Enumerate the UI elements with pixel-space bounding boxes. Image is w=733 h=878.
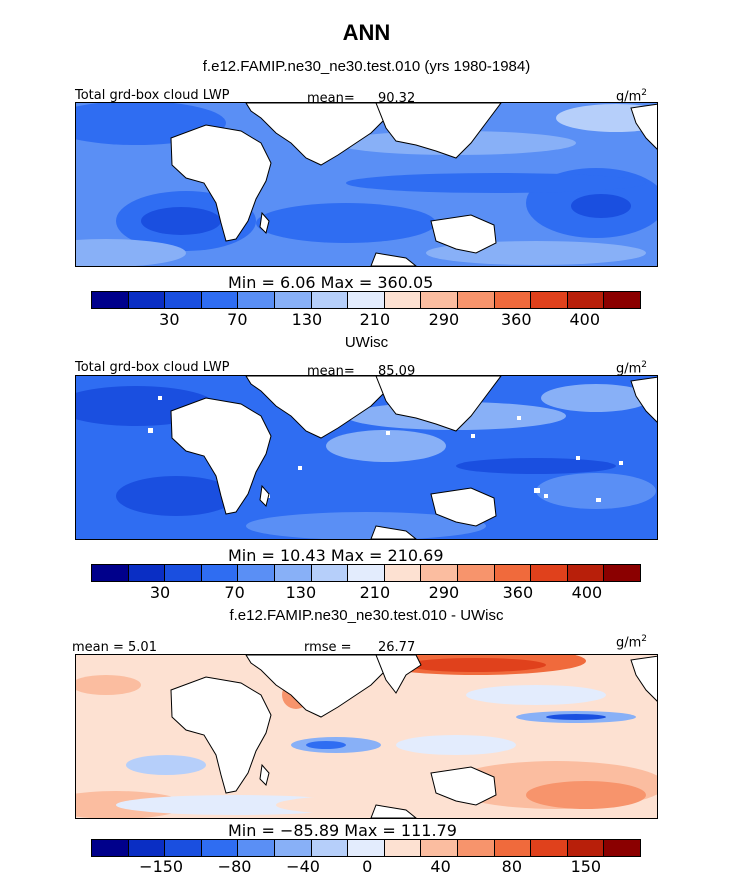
colorbar-swatch (531, 292, 568, 308)
colorbar-swatch (421, 292, 458, 308)
panel1-map (75, 102, 658, 267)
panel3-units: g/m2 (616, 634, 648, 651)
panel2-map (75, 375, 658, 540)
panel1-units: g/m2 (616, 88, 648, 105)
panel1-min-max: Min = 6.06 Max = 360.05 (228, 273, 434, 292)
panel3-rmse-value: 26.77 (378, 640, 416, 655)
panel2-units: g/m2 (616, 360, 648, 377)
colorbar-swatch (238, 840, 275, 856)
panel2-missing-cells (148, 396, 623, 502)
colorbar-swatch (494, 840, 532, 856)
colorbar-tick: −40 (286, 857, 320, 876)
colorbar-swatch (92, 565, 129, 581)
panel3-colorbar-ticks: −150 −80 −40 0 40 80 150 (91, 857, 639, 877)
colorbar-swatch (494, 292, 532, 308)
panel2-min-max: Min = 10.43 Max = 210.69 (228, 546, 444, 565)
panel2-variable-label: Total grd-box cloud LWP (75, 360, 230, 375)
colorbar-swatch (311, 565, 349, 581)
colorbar-tick: 70 (224, 583, 245, 602)
colorbar-swatch (92, 292, 129, 308)
colorbar-tick: 150 (570, 857, 602, 876)
colorbar-tick: 80 (501, 857, 523, 876)
colorbar-swatch (311, 840, 349, 856)
colorbar-swatch (421, 565, 458, 581)
colorbar-tick: 30 (149, 583, 171, 602)
colorbar-swatch (348, 292, 385, 308)
panel2-colorbar (91, 564, 641, 582)
plot-subtitle: f.e12.FAMIP.ne30_ne30.test.010 (yrs 1980… (202, 58, 531, 75)
panel2-landmasses (170, 376, 657, 539)
panel3-map (75, 654, 658, 819)
panel1-landmasses (170, 103, 657, 266)
panel2-caption: UWisc (344, 334, 389, 351)
colorbar-swatch (201, 565, 239, 581)
colorbar-tick: 30 (159, 310, 180, 329)
colorbar-swatch (457, 565, 495, 581)
colorbar-swatch (201, 840, 239, 856)
colorbar-swatch (165, 565, 202, 581)
panel2-colorbar-ticks: 30 70 130 210 290 360 400 (91, 583, 639, 603)
colorbar-swatch (384, 565, 422, 581)
colorbar-swatch (128, 292, 166, 308)
colorbar-tick: 130 (285, 583, 317, 602)
colorbar-swatch (494, 565, 532, 581)
panel3-caption: f.e12.FAMIP.ne30_ne30.test.010 - UWisc (229, 607, 504, 624)
colorbar-tick: 210 (359, 310, 391, 329)
colorbar-swatch (311, 292, 349, 308)
colorbar-swatch (457, 292, 495, 308)
colorbar-swatch (567, 292, 605, 308)
colorbar-tick: 290 (428, 583, 460, 602)
colorbar-swatch (384, 292, 422, 308)
colorbar-tick: 290 (428, 310, 460, 329)
colorbar-swatch (421, 840, 458, 856)
colorbar-swatch (531, 840, 568, 856)
colorbar-swatch (567, 565, 605, 581)
colorbar-tick: 70 (227, 310, 248, 329)
colorbar-swatch (348, 565, 385, 581)
colorbar-swatch (274, 565, 312, 581)
panel1-colorbar (91, 291, 641, 309)
panel3-colorbar (91, 839, 641, 857)
panel3-landmasses (170, 655, 657, 818)
colorbar-tick: 400 (571, 583, 603, 602)
panel1-variable-label: Total grd-box cloud LWP (75, 88, 230, 103)
colorbar-tick: −80 (217, 857, 252, 876)
colorbar-swatch (238, 292, 275, 308)
colorbar-swatch (348, 840, 385, 856)
colorbar-tick: 210 (359, 583, 391, 602)
colorbar-swatch (165, 840, 202, 856)
plot-title: ANN (342, 20, 391, 45)
colorbar-swatch (567, 840, 605, 856)
colorbar-swatch (128, 840, 166, 856)
colorbar-tick: 360 (502, 583, 534, 602)
colorbar-tick: 360 (500, 310, 532, 329)
colorbar-swatch (604, 840, 640, 856)
panel3-mean-label: mean = 5.01 (72, 640, 157, 655)
colorbar-swatch (384, 840, 422, 856)
panel3-rmse-label: rmse = (304, 640, 352, 655)
colorbar-tick: 0 (362, 857, 373, 876)
colorbar-tick: 400 (569, 310, 601, 329)
panel1-colorbar-ticks: 30 70 130 210 290 360 400 (91, 310, 639, 330)
colorbar-swatch (92, 840, 129, 856)
panel3-min-max: Min = −85.89 Max = 111.79 (228, 821, 457, 840)
colorbar-swatch (274, 292, 312, 308)
colorbar-swatch (457, 840, 495, 856)
colorbar-swatch (274, 840, 312, 856)
colorbar-tick: 40 (430, 857, 451, 876)
colorbar-swatch (128, 565, 166, 581)
colorbar-swatch (201, 292, 239, 308)
colorbar-swatch (531, 565, 568, 581)
colorbar-swatch (165, 292, 202, 308)
colorbar-swatch (604, 565, 640, 581)
colorbar-tick: 130 (291, 310, 323, 329)
colorbar-swatch (238, 565, 275, 581)
colorbar-swatch (604, 292, 640, 308)
colorbar-tick: −150 (139, 857, 184, 876)
